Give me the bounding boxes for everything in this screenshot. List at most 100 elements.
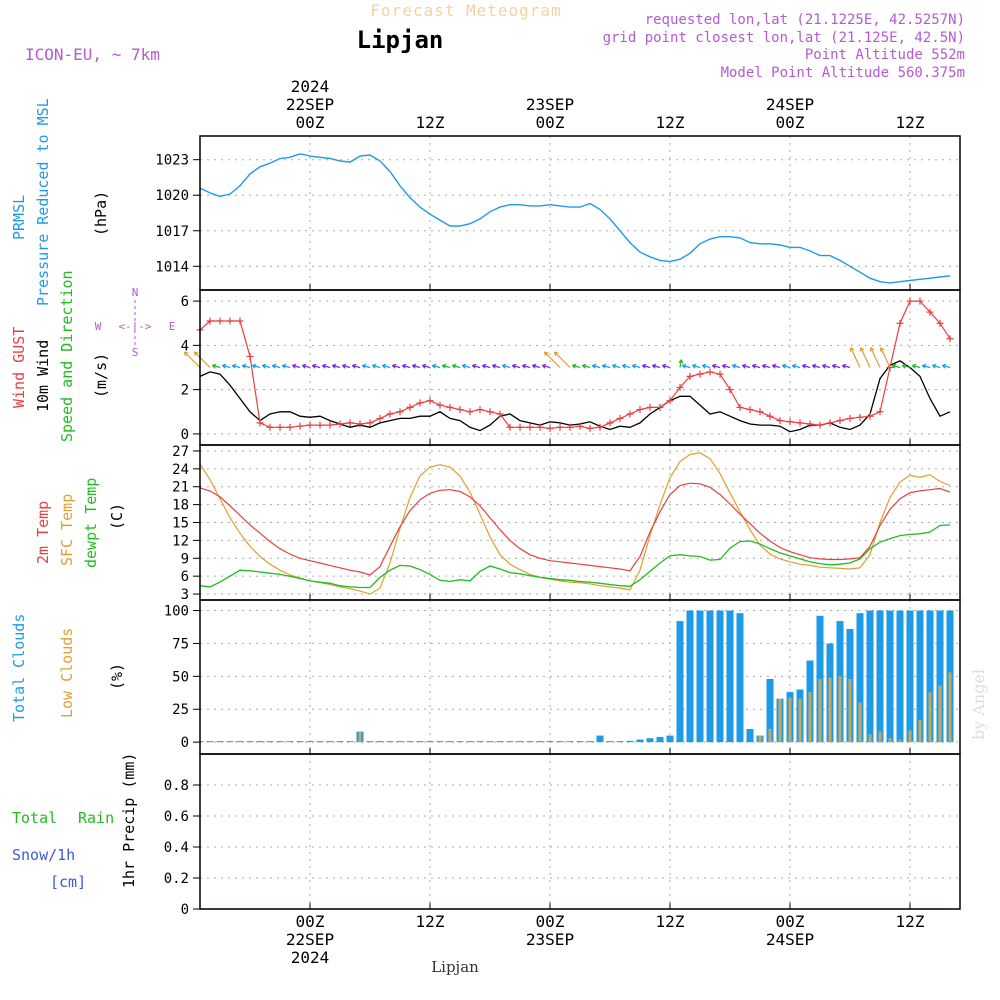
temp-2m-line bbox=[199, 482, 951, 576]
wind-direction-arrow bbox=[741, 363, 751, 369]
low-cloud-bar bbox=[908, 730, 912, 743]
bottom-time-label-hour: 12Z bbox=[896, 912, 925, 931]
total-cloud-bar bbox=[226, 741, 234, 743]
wind-direction-arrow bbox=[751, 363, 761, 369]
pressure-frame bbox=[199, 135, 961, 291]
total-cloud-bar bbox=[586, 741, 594, 743]
total-cloud-bar bbox=[656, 736, 664, 743]
precip-ytick-label: 0 bbox=[181, 902, 189, 918]
wind-gust-marker bbox=[626, 410, 634, 418]
wind-direction-arrow bbox=[231, 363, 241, 369]
total-cloud-bar bbox=[876, 610, 884, 743]
wind-gust-marker bbox=[946, 335, 954, 343]
wind-gust-marker bbox=[676, 383, 684, 391]
low-cloud-bar bbox=[898, 739, 902, 743]
wind-direction-arrow bbox=[401, 363, 411, 369]
total-cloud-bar bbox=[916, 610, 924, 743]
wind-gust-marker bbox=[566, 423, 574, 431]
wind-gust-marker bbox=[456, 406, 464, 414]
wind-gust-marker bbox=[206, 317, 214, 325]
total-cloud-bar bbox=[546, 741, 554, 743]
wind-gust-marker bbox=[336, 420, 344, 428]
temp-label-2: SFC Temp bbox=[58, 494, 76, 566]
low-cloud-bar bbox=[798, 698, 802, 743]
wind-gust-marker bbox=[856, 413, 864, 421]
total-cloud-bar bbox=[486, 741, 494, 743]
wind-gust-marker bbox=[236, 317, 244, 325]
low-cloud-bar bbox=[878, 731, 882, 743]
bottom-time-label-hour: 12Z bbox=[416, 912, 445, 931]
top-time-label-date: 22SEP bbox=[286, 95, 334, 114]
wind-gust-marker bbox=[696, 370, 704, 378]
wind-labels: Wind GUST 10m Wind Speed and Direction (… bbox=[10, 270, 110, 442]
wind-direction-arrow bbox=[271, 363, 281, 369]
temp-ytick-label: 21 bbox=[172, 480, 189, 496]
wind-direction-arrow bbox=[791, 363, 801, 369]
wind-direction-arrow bbox=[681, 363, 691, 369]
wind-direction-arrow bbox=[481, 363, 491, 369]
compass-s: S bbox=[132, 346, 139, 359]
total-cloud-bar bbox=[206, 741, 214, 743]
total-cloud-bar bbox=[396, 741, 404, 743]
total-cloud-bar bbox=[536, 741, 544, 743]
pressure-unit: (hPa) bbox=[92, 191, 110, 236]
total-cloud-bar bbox=[286, 741, 294, 743]
cloud-label-2: Low Clouds bbox=[58, 628, 76, 718]
wind-direction-arrow bbox=[261, 363, 271, 369]
pressure-line bbox=[199, 153, 951, 284]
wind-gust-marker bbox=[746, 406, 754, 414]
wind-gust-marker bbox=[936, 319, 944, 327]
total-cloud-bar bbox=[766, 678, 774, 743]
wind-gust-marker bbox=[826, 419, 834, 427]
total-cloud-bar bbox=[346, 741, 354, 743]
total-cloud-bar bbox=[646, 738, 654, 743]
wind-direction-arrow bbox=[553, 351, 571, 368]
total-cloud-bar bbox=[456, 741, 464, 743]
clouds-ytick-label: 100 bbox=[164, 604, 189, 620]
total-cloud-bar bbox=[606, 741, 614, 743]
wind-direction-arrow bbox=[849, 347, 861, 368]
wind-direction-arrow bbox=[361, 363, 371, 369]
pressure-panel: 1014 1017 1020 1023 bbox=[155, 135, 961, 291]
wind-direction-arrow bbox=[371, 363, 381, 369]
low-cloud-bar bbox=[938, 685, 942, 743]
total-cloud-bar bbox=[366, 741, 374, 743]
wind-direction-arrow bbox=[661, 363, 671, 369]
wind-ytick-label: 6 bbox=[181, 294, 189, 310]
bottom-time-label-hour: 12Z bbox=[656, 912, 685, 931]
total-cloud-bar bbox=[896, 610, 904, 743]
wind-gust-marker bbox=[346, 419, 354, 427]
wind-direction-arrow bbox=[221, 363, 231, 369]
top-time-label-hour: 12Z bbox=[656, 113, 685, 132]
wind-direction-arrow bbox=[441, 363, 451, 369]
wind-direction-arrow bbox=[901, 363, 911, 369]
wind-gust-marker bbox=[556, 423, 564, 431]
point-altitude: Point Altitude 552m bbox=[805, 47, 965, 63]
low-cloud-bar bbox=[768, 728, 772, 743]
wind-compass: N W <-|-> E S bbox=[95, 286, 176, 359]
low-cloud-bar bbox=[788, 697, 792, 743]
top-time-label-date: 24SEP bbox=[766, 95, 814, 114]
wind-direction-arrow bbox=[931, 363, 941, 369]
wind-direction-arrow bbox=[291, 363, 301, 369]
bottom-time-label-date: 22SEP bbox=[286, 930, 334, 949]
wind-gust-line bbox=[199, 300, 951, 430]
wind-direction-arrow bbox=[731, 363, 741, 369]
wind-direction-arrow bbox=[691, 363, 701, 369]
wind-direction-arrow bbox=[571, 363, 581, 369]
wind-gust-marker bbox=[376, 414, 384, 422]
wind-gust-marker bbox=[796, 419, 804, 427]
wind-direction-arrow bbox=[611, 363, 621, 369]
wind-direction-arrow bbox=[651, 363, 661, 369]
pressure-ytick-label: 1014 bbox=[155, 259, 189, 275]
low-cloud-bar bbox=[948, 672, 952, 743]
total-cloud-bar bbox=[296, 741, 304, 743]
wind-direction-arrow bbox=[351, 363, 361, 369]
wind-gust-marker bbox=[656, 403, 664, 411]
total-cloud-bar bbox=[216, 741, 224, 743]
total-cloud-bar bbox=[716, 610, 724, 743]
wind-gust-marker bbox=[896, 319, 904, 327]
temp-ytick-label: 15 bbox=[172, 516, 189, 532]
wind-gust-marker bbox=[586, 424, 594, 432]
